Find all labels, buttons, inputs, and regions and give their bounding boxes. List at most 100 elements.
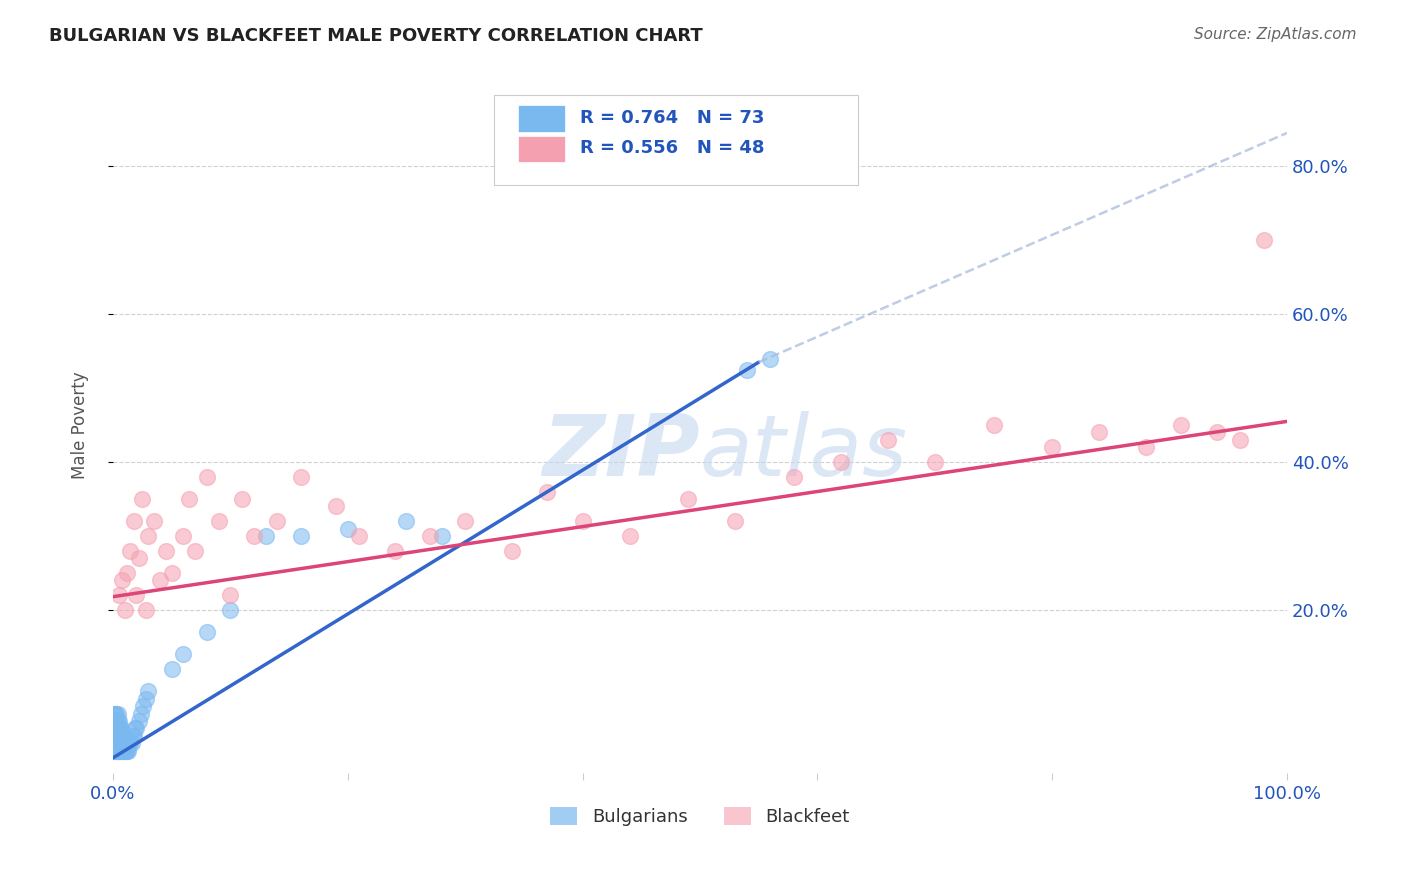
FancyBboxPatch shape xyxy=(517,105,565,132)
Point xyxy=(104,714,127,728)
Point xyxy=(290,529,312,543)
Point xyxy=(325,500,347,514)
Text: R = 0.556   N = 48: R = 0.556 N = 48 xyxy=(581,139,765,157)
Point xyxy=(107,736,129,750)
Point xyxy=(105,706,128,721)
Point xyxy=(107,736,129,750)
Point xyxy=(110,736,132,750)
Point xyxy=(132,699,155,714)
Point xyxy=(676,491,699,506)
Point xyxy=(115,736,138,750)
Point xyxy=(759,351,782,366)
Point xyxy=(983,418,1005,433)
Point xyxy=(395,514,418,528)
Point xyxy=(104,706,127,721)
Point xyxy=(336,522,359,536)
Point xyxy=(104,729,127,743)
Point xyxy=(112,729,135,743)
Point xyxy=(104,743,127,757)
Point xyxy=(120,736,142,750)
Point xyxy=(536,484,558,499)
Point xyxy=(619,529,641,543)
Point xyxy=(125,722,148,736)
Point xyxy=(110,729,132,743)
Point xyxy=(112,736,135,750)
Point xyxy=(735,362,758,376)
Point xyxy=(107,729,129,743)
Point xyxy=(1229,433,1251,447)
Point xyxy=(430,529,453,543)
Text: atlas: atlas xyxy=(700,411,908,494)
Point xyxy=(108,729,131,743)
Point xyxy=(103,706,125,721)
Text: R = 0.764   N = 73: R = 0.764 N = 73 xyxy=(581,109,765,127)
Point xyxy=(501,544,523,558)
FancyBboxPatch shape xyxy=(517,136,565,162)
Point xyxy=(454,514,477,528)
Point xyxy=(876,433,898,447)
Point xyxy=(103,722,125,736)
Point xyxy=(103,729,125,743)
Point xyxy=(115,566,138,580)
Point xyxy=(108,743,131,757)
Point xyxy=(571,514,593,528)
Point xyxy=(107,729,129,743)
Point xyxy=(266,514,288,528)
Point xyxy=(179,491,201,506)
Point xyxy=(105,722,128,736)
Point xyxy=(254,529,277,543)
Point xyxy=(110,722,132,736)
Point xyxy=(131,491,153,506)
Point xyxy=(114,743,136,757)
Point xyxy=(783,470,806,484)
Point xyxy=(122,729,145,743)
Point xyxy=(103,743,125,757)
Point xyxy=(103,736,125,750)
Point xyxy=(136,529,159,543)
Point xyxy=(128,551,150,566)
Point xyxy=(117,743,139,757)
Point xyxy=(142,514,165,528)
Point xyxy=(104,736,127,750)
Point xyxy=(108,722,131,736)
Point xyxy=(107,714,129,728)
Point xyxy=(219,588,242,602)
Point xyxy=(114,743,136,757)
Point xyxy=(924,455,946,469)
Point xyxy=(349,529,371,543)
Point xyxy=(103,714,125,728)
Point xyxy=(172,648,194,662)
Point xyxy=(1253,233,1275,247)
Point xyxy=(108,736,131,750)
Point xyxy=(155,544,177,558)
Point xyxy=(114,736,136,750)
Point xyxy=(1135,440,1157,454)
Point xyxy=(136,684,159,698)
Point xyxy=(1040,440,1063,454)
Point xyxy=(160,566,183,580)
Point xyxy=(128,714,150,728)
Text: Source: ZipAtlas.com: Source: ZipAtlas.com xyxy=(1194,27,1357,42)
Point xyxy=(124,722,146,736)
Point xyxy=(135,691,157,706)
Point xyxy=(107,706,129,721)
Point xyxy=(231,491,253,506)
Point xyxy=(118,736,141,750)
Point xyxy=(107,743,129,757)
Point xyxy=(129,706,152,721)
Point xyxy=(111,743,134,757)
Point xyxy=(121,729,143,743)
Point xyxy=(160,662,183,676)
Point xyxy=(195,470,218,484)
Point xyxy=(219,603,242,617)
Point xyxy=(111,736,134,750)
Point xyxy=(110,743,132,757)
Point xyxy=(242,529,264,543)
FancyBboxPatch shape xyxy=(495,95,859,186)
Point xyxy=(122,514,145,528)
Point xyxy=(135,603,157,617)
Point xyxy=(125,588,148,602)
Point xyxy=(105,736,128,750)
Point xyxy=(290,470,312,484)
Point xyxy=(111,729,134,743)
